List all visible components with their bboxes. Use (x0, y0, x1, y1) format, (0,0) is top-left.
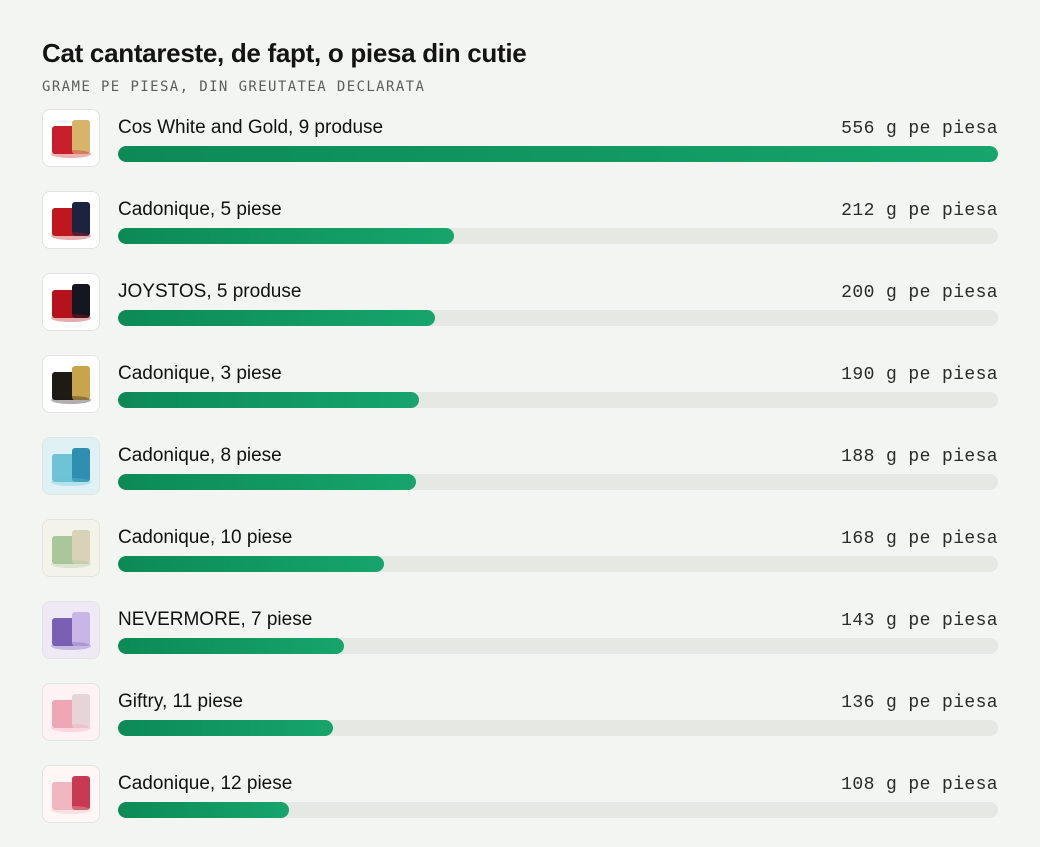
green-cream-spa-set-icon (42, 519, 100, 577)
bar-track (118, 228, 998, 244)
bar-value-label: 556 g pe piesa (841, 119, 998, 139)
bar-label: Giftry, 11 piese (118, 691, 243, 712)
bar-label: NEVERMORE, 7 piese (118, 609, 313, 630)
bar-label: Cadonique, 10 piese (118, 527, 293, 548)
bar (118, 638, 344, 654)
purple-spa-set-icon (42, 601, 100, 659)
black-gold-box-icon (42, 355, 100, 413)
bar (118, 474, 416, 490)
chart-title: Cat cantareste, de fapt, o piesa din cut… (42, 38, 527, 68)
bar-track (118, 720, 998, 736)
bar-row: JOYSTOS, 5 produse 200 g pe piesa (0, 273, 1040, 355)
bar-row: Giftry, 11 piese 136 g pe piesa (0, 683, 1040, 765)
bar-value-label: 188 g pe piesa (841, 447, 998, 467)
bar-label: Cadonique, 8 piese (118, 445, 282, 466)
bar (118, 392, 419, 408)
bar-row: Cos White and Gold, 9 produse 556 g pe pi… (0, 109, 1040, 191)
bar-row: Cadonique, 3 piese 190 g pe piesa (0, 355, 1040, 437)
bar-track (118, 638, 998, 654)
bar-row: NEVERMORE, 7 piese 143 g pe piesa (0, 601, 1040, 683)
bar-row: Cadonique, 5 piese 212 g pe piesa (0, 191, 1040, 273)
bar-label: JOYSTOS, 5 produse (118, 281, 302, 302)
bar-value-label: 143 g pe piesa (841, 611, 998, 631)
red-black-box-set-icon (42, 273, 100, 331)
blue-spa-set-icon (42, 437, 100, 495)
bar-row: Cadonique, 8 piese 188 g pe piesa (0, 437, 1040, 519)
chart-subtitle: GRAME PE PIESA, DIN GREUTATEA DECLARATA (42, 79, 426, 95)
bar-list: Cos White and Gold, 9 produse 556 g pe pi… (0, 109, 1040, 823)
bar-track (118, 146, 998, 162)
bar-track (118, 474, 998, 490)
bar-row: Cadonique, 10 piese 168 g pe piesa (0, 519, 1040, 601)
bar-row: Cadonique, 12 piese 108 g pe piesa (0, 765, 1040, 847)
bar-label: Cadonique, 12 piese (118, 773, 293, 794)
bar (118, 228, 454, 244)
bar-value-label: 108 g pe piesa (841, 775, 998, 795)
pink-white-box-icon (42, 765, 100, 823)
bar-track (118, 556, 998, 572)
bar-label: Cos White and Gold, 9 produse (118, 117, 384, 138)
bar-track (118, 802, 998, 818)
bar-value-label: 212 g pe piesa (841, 201, 998, 221)
bar-value-label: 190 g pe piesa (841, 365, 998, 385)
bar-value-label: 200 g pe piesa (841, 283, 998, 303)
bar (118, 556, 384, 572)
bar-label: Cadonique, 3 piese (118, 363, 282, 384)
pink-spa-set-icon (42, 683, 100, 741)
bar (118, 802, 289, 818)
chart-container: Cat cantareste, de fapt, o piesa din cut… (0, 38, 1040, 823)
bar (118, 310, 435, 326)
bar-track (118, 310, 998, 326)
red-thermos-set-icon (42, 191, 100, 249)
bar-label: Cadonique, 5 piese (118, 199, 282, 220)
bar-value-label: 168 g pe piesa (841, 529, 998, 549)
bar (118, 720, 333, 736)
bar (118, 146, 998, 162)
bar-track (118, 392, 998, 408)
bar-value-label: 136 g pe piesa (841, 693, 998, 713)
gift-basket-red-gold-icon (42, 109, 100, 167)
